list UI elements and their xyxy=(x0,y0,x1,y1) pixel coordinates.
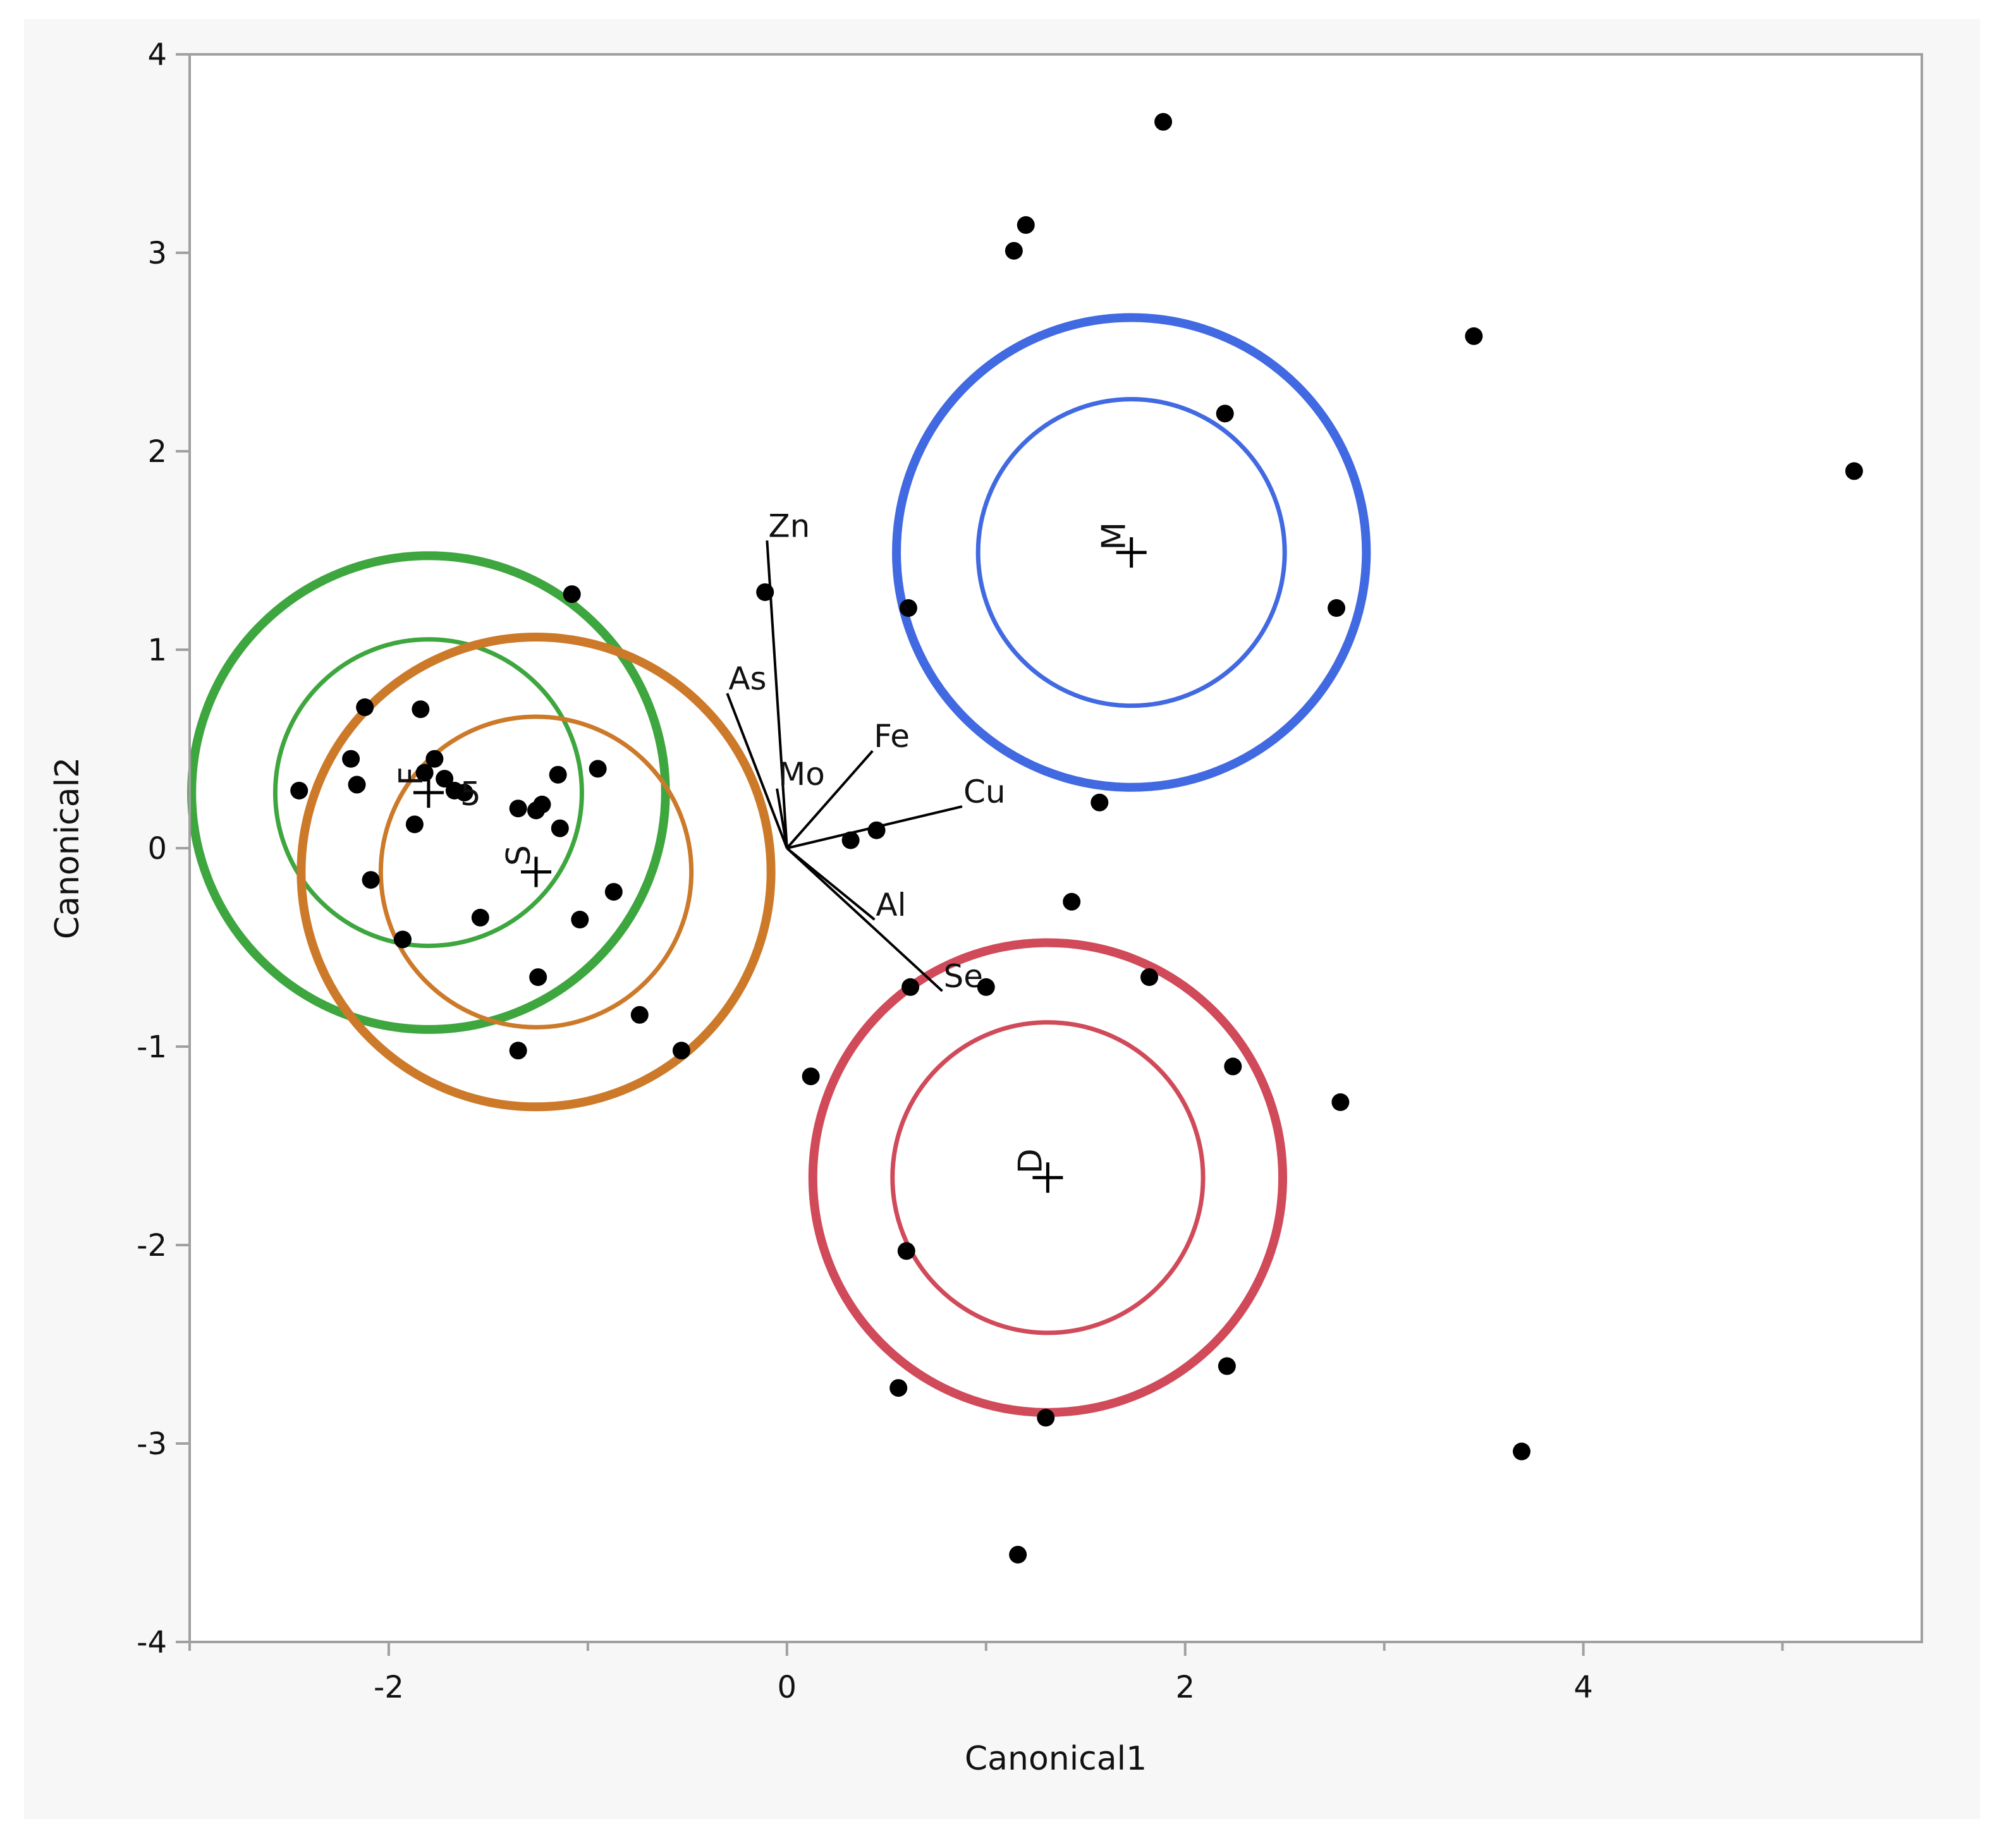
vector-label-Zn: Zn xyxy=(768,508,810,544)
data-point xyxy=(589,760,607,778)
data-point xyxy=(362,871,380,889)
vector-line-Fe xyxy=(786,750,874,849)
data-point xyxy=(1224,1057,1242,1076)
y-tick-label: -4 xyxy=(137,1625,167,1660)
data-point xyxy=(348,775,366,794)
data-point xyxy=(551,819,569,837)
data-point xyxy=(509,799,527,818)
y-tick-label: -2 xyxy=(137,1228,167,1263)
data-point xyxy=(1218,1357,1236,1375)
group-label-S: S xyxy=(500,845,538,866)
data-point xyxy=(1091,793,1109,812)
data-point xyxy=(604,883,623,901)
data-point xyxy=(977,978,995,996)
inner-circle-D xyxy=(890,1020,1206,1335)
data-point xyxy=(405,815,424,834)
inner-circle-F xyxy=(272,637,584,949)
data-point xyxy=(1063,892,1081,911)
data-point xyxy=(533,795,551,813)
y-tick-label: -3 xyxy=(137,1426,167,1462)
data-point xyxy=(1009,1545,1027,1564)
data-point xyxy=(1331,1093,1350,1111)
data-point xyxy=(412,700,430,719)
data-point xyxy=(867,821,886,839)
data-point xyxy=(342,750,360,768)
inner-circle-M xyxy=(975,397,1287,708)
data-point xyxy=(549,765,567,784)
data-point xyxy=(415,763,434,782)
group-label-M: M xyxy=(1096,522,1133,550)
y-tick-label: 0 xyxy=(147,831,167,866)
x-tick-label: 4 xyxy=(1573,1670,1593,1705)
data-point xyxy=(1005,241,1023,260)
data-point xyxy=(901,978,920,996)
data-point xyxy=(897,1242,915,1260)
data-point xyxy=(1216,404,1234,423)
group-label-D: D xyxy=(1011,1148,1049,1174)
group-centers: M F S D 5 xyxy=(393,522,1147,1193)
data-point xyxy=(436,770,454,788)
vector-line-Mo xyxy=(776,788,788,849)
inner-circle-S xyxy=(378,714,694,1030)
axes: -2 0 2 4 -4 -3 -2 -1 0 1 2 3 4 xyxy=(137,37,1784,1705)
data-point xyxy=(393,930,412,949)
vector-label-Al: Al xyxy=(876,887,906,923)
y-tick-label: 2 xyxy=(147,434,167,470)
outer-circle-F xyxy=(187,551,670,1034)
data-point xyxy=(563,585,581,604)
data-point xyxy=(471,908,489,927)
data-point xyxy=(756,583,774,601)
data-point xyxy=(509,1042,527,1060)
group-circles xyxy=(187,313,1371,1417)
y-tick-label: 3 xyxy=(147,236,167,271)
vector-label-Mo: Mo xyxy=(778,756,825,793)
vector-label-Fe: Fe xyxy=(874,718,910,755)
biplot-vectors: Zn As Mo Fe Cu Al Se xyxy=(726,508,1006,995)
data-point xyxy=(1465,327,1483,345)
data-point xyxy=(802,1067,820,1086)
data-point xyxy=(1512,1442,1530,1461)
data-point xyxy=(529,968,547,987)
vector-line-Se xyxy=(786,847,943,992)
outer-circle-M xyxy=(892,313,1371,792)
data-point xyxy=(1154,112,1173,131)
data-point xyxy=(356,698,374,717)
y-tick-label: 4 xyxy=(147,37,167,73)
data-point xyxy=(455,784,474,802)
data-point xyxy=(672,1042,690,1060)
data-point xyxy=(899,599,917,617)
data-point xyxy=(1140,968,1159,987)
y-tick-label: 1 xyxy=(147,633,167,668)
x-tick-label: 0 xyxy=(778,1670,797,1705)
data-point xyxy=(1037,1409,1055,1427)
plot-area xyxy=(190,54,1922,1642)
vector-label-Se: Se xyxy=(943,958,983,995)
outer-circle-S xyxy=(296,633,776,1112)
data-point xyxy=(841,831,860,849)
data-point xyxy=(1017,216,1035,234)
data-point xyxy=(1845,462,1863,480)
group-label-5: 5 xyxy=(460,775,481,813)
vector-label-Cu: Cu xyxy=(963,774,1006,810)
vector-label-As: As xyxy=(728,660,766,697)
data-point xyxy=(290,781,309,799)
group-label-F: F xyxy=(393,767,431,786)
y-tick-label: -1 xyxy=(137,1030,167,1065)
x-tick-label: -2 xyxy=(374,1670,404,1705)
data-point xyxy=(630,1006,649,1024)
data-point xyxy=(571,911,589,929)
x-tick-label: 2 xyxy=(1175,1670,1195,1705)
y-axis-title: Canonical2 xyxy=(49,757,87,939)
data-point xyxy=(425,750,444,768)
x-axis-title: Canonical1 xyxy=(965,1740,1147,1778)
data-point xyxy=(889,1379,908,1397)
data-point xyxy=(1328,599,1346,617)
vector-line-As xyxy=(726,693,788,849)
data-points xyxy=(290,112,1863,1564)
